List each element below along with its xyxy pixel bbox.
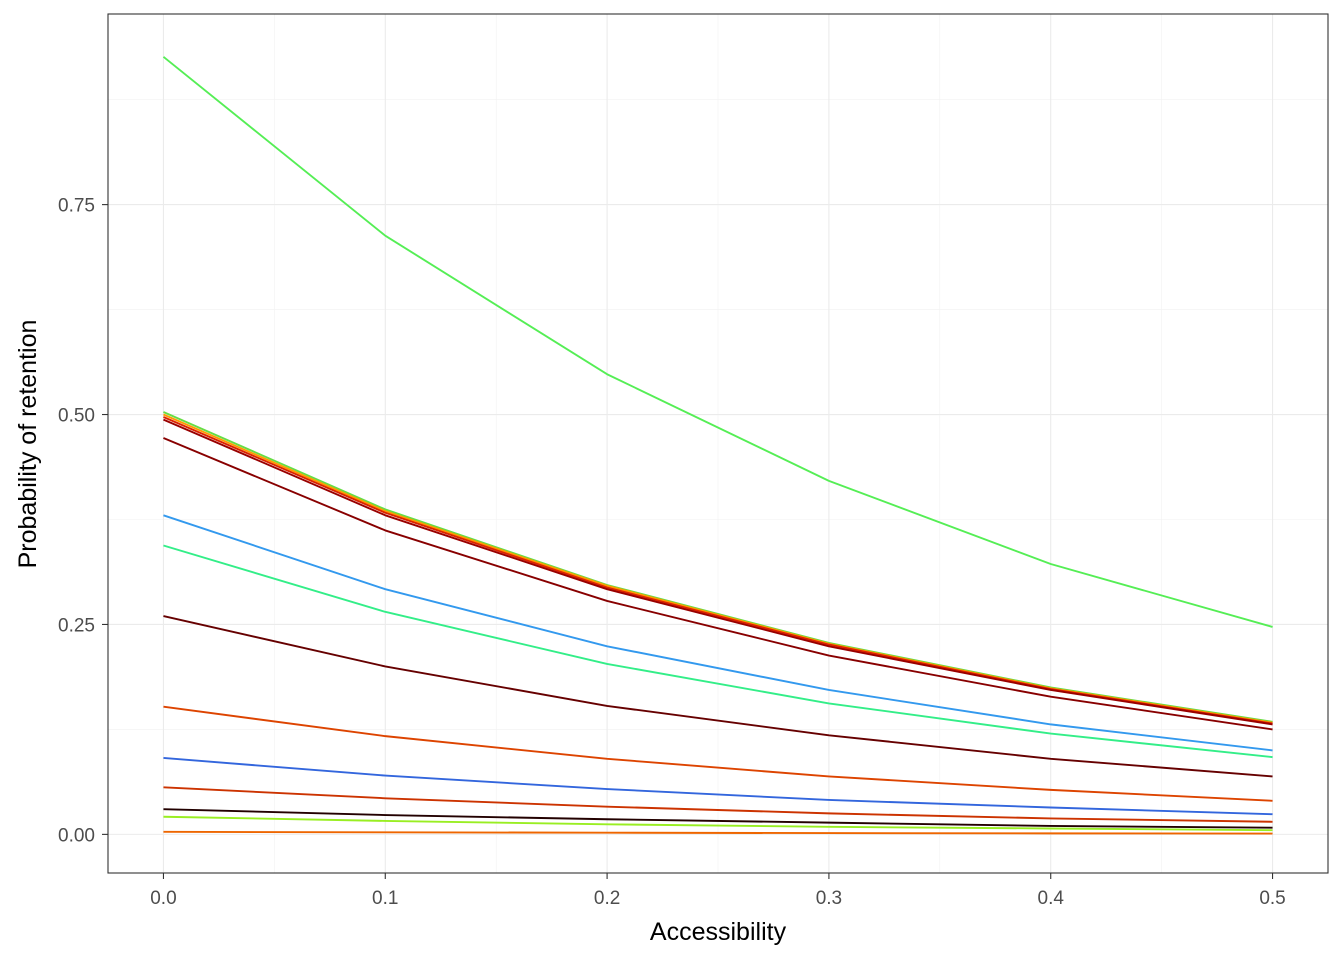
panel-border — [107, 13, 1329, 874]
x-axis-title: Accessibility — [650, 918, 787, 946]
major-gridlines — [108, 14, 1328, 873]
x-tick-label: 0.4 — [1038, 888, 1065, 909]
x-axis-ticks: 0.0 0.1 0.2 0.3 0.4 0.5 — [150, 873, 1286, 909]
series-line-12 — [163, 786, 1273, 823]
x-tick-label: 0.0 — [150, 888, 176, 909]
series-line-9 — [163, 615, 1273, 778]
series-line-5 — [163, 418, 1273, 726]
series-line-8 — [163, 544, 1273, 759]
series-line-6 — [163, 437, 1273, 731]
y-axis-ticks: 0.00 0.25 0.50 0.75 — [58, 196, 108, 846]
y-tick-label: 0.25 — [58, 615, 95, 636]
series-line-13 — [163, 808, 1273, 829]
x-tick-label: 0.3 — [816, 888, 842, 909]
series-line-14 — [163, 815, 1273, 832]
series-line-11 — [163, 757, 1273, 816]
x-tick-label: 0.1 — [372, 888, 398, 909]
y-tick-label: 0.75 — [58, 196, 95, 217]
y-tick-label: 0.00 — [58, 825, 95, 846]
series-line-15 — [163, 830, 1273, 835]
series-line-7 — [163, 514, 1273, 752]
x-tick-label: 0.2 — [594, 888, 620, 909]
series-line-1 — [162, 56, 1273, 628]
y-axis-title: Probability of retention — [14, 320, 42, 569]
series-line-10 — [163, 705, 1273, 802]
y-tick-label: 0.50 — [58, 406, 95, 427]
series-lines — [162, 56, 1273, 835]
x-tick-label: 0.5 — [1259, 888, 1285, 909]
minor-gridlines — [108, 14, 1328, 873]
